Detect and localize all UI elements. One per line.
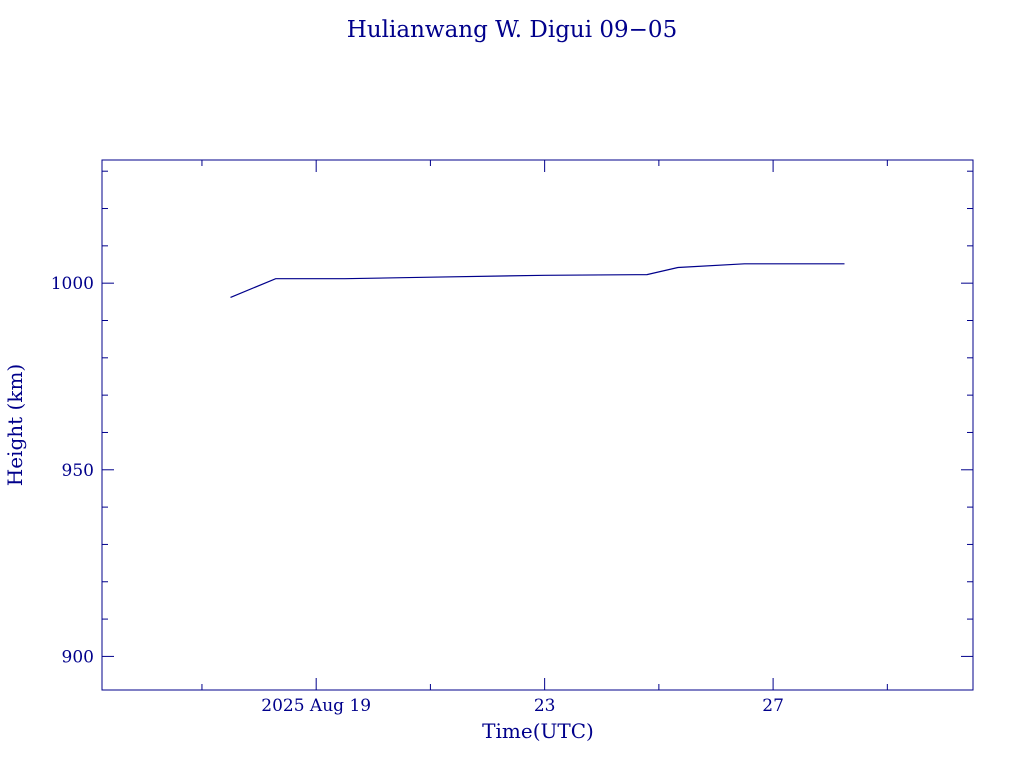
y-tick-label: 900 (62, 647, 94, 667)
x-axis-label: Time(UTC) (482, 719, 594, 743)
tick-labels: 2025 Aug 19 23 27 900 950 1000 (51, 274, 784, 716)
x-tick-label: 2025 Aug 19 (261, 696, 371, 716)
series-line (230, 263, 845, 298)
series-layer (230, 263, 845, 298)
y-tick-label: 1000 (51, 274, 94, 294)
x-tick-label: 27 (762, 696, 784, 716)
plot-frame (101, 159, 974, 691)
y-tick-label: 950 (62, 461, 94, 481)
x-tick-label: 23 (534, 696, 556, 716)
y-axis-label: Height (km) (3, 364, 27, 486)
axis-ticks (102, 160, 973, 690)
chart-title: Hulianwang W. Digui 09−05 (347, 17, 677, 43)
